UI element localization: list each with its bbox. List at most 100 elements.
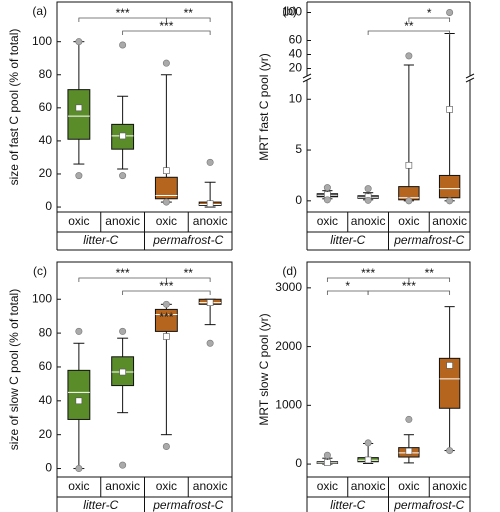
y-tick-label: 5 — [295, 142, 302, 156]
outlier — [119, 461, 127, 469]
mean — [119, 368, 126, 376]
x-tick-label: oxic — [317, 214, 338, 228]
significance-bracket — [122, 290, 211, 295]
significance-label: *** — [361, 266, 375, 280]
outlier — [323, 196, 331, 204]
group-label: permafrost-C — [393, 498, 464, 512]
panel-label: (c) — [33, 264, 47, 278]
box — [67, 369, 91, 420]
outlier — [119, 327, 127, 335]
y-tick-label: 20 — [39, 166, 53, 180]
outlier — [75, 172, 83, 180]
y-tick-label: 40 — [289, 47, 303, 61]
outlier — [323, 184, 331, 192]
y-tick-label: 40 — [39, 133, 53, 147]
x-tick-label: oxic — [156, 479, 177, 493]
mean — [163, 333, 170, 340]
x-tick-label: anoxic — [432, 479, 467, 493]
mean — [364, 456, 372, 464]
outlier — [364, 196, 372, 204]
significance-bracket — [165, 17, 211, 22]
x-tick-label: oxic — [398, 214, 419, 228]
significance-bracket — [367, 30, 451, 35]
x-tick-label: anoxic — [351, 214, 386, 228]
axis-break — [302, 77, 312, 83]
y-tick-label: 20 — [39, 427, 53, 441]
x-tick-label: anoxic — [351, 479, 386, 493]
y-axis-label: size of slow C pool (% of total) — [7, 289, 21, 450]
y-tick-label: 100 — [32, 291, 52, 305]
significance-bracket — [408, 17, 451, 22]
significance-label: ** — [425, 266, 435, 280]
panel-label: (b) — [282, 4, 297, 18]
outlier — [405, 197, 413, 205]
panel-label: (a) — [32, 4, 47, 18]
mean — [405, 161, 413, 169]
box — [438, 174, 461, 199]
y-tick-label: 0 — [45, 461, 52, 475]
group-label: litter-C — [83, 498, 118, 512]
outlier — [75, 38, 83, 46]
outlier — [119, 41, 127, 49]
significance-label: ** — [184, 6, 194, 20]
mean — [75, 397, 83, 405]
mean — [446, 106, 453, 113]
group-label: litter-C — [83, 233, 118, 247]
y-tick-label: 60 — [289, 33, 303, 47]
x-tick-label: oxic — [68, 479, 89, 493]
y-tick-label: 80 — [39, 67, 53, 81]
plot-frame — [56, 261, 233, 478]
mean — [446, 362, 453, 369]
significance-bracket — [165, 277, 211, 282]
x-tick-label: oxic — [398, 479, 419, 493]
x-tick-label: anoxic — [105, 479, 140, 493]
y-tick-label: 3000 — [275, 280, 302, 294]
mean — [163, 167, 170, 174]
x-tick-label: anoxic — [193, 214, 228, 228]
outlier — [162, 300, 170, 308]
significance-bracket — [367, 290, 451, 295]
mean — [206, 200, 214, 208]
outlier — [206, 339, 214, 347]
axis-break — [465, 77, 475, 83]
box — [67, 89, 91, 140]
outlier — [364, 185, 372, 193]
outlier — [446, 197, 454, 205]
mean — [119, 132, 126, 140]
group-label: litter-C — [330, 498, 365, 512]
significance-bracket — [122, 30, 211, 35]
outlier — [75, 465, 83, 473]
outlier — [206, 158, 214, 166]
outlier — [446, 447, 454, 455]
y-tick-label: 20 — [289, 61, 303, 75]
y-tick-label: 60 — [39, 359, 53, 373]
mean — [324, 459, 331, 466]
group-label: permafrost-C — [152, 233, 223, 247]
significance-bracket — [408, 277, 451, 282]
y-tick-label: 80 — [39, 325, 53, 339]
axis-break — [302, 73, 312, 79]
significance-label: *** — [159, 279, 173, 293]
x-tick-label: oxic — [68, 214, 89, 228]
significance-label: ** — [184, 266, 194, 280]
axis-break — [465, 73, 475, 79]
x-tick-label: oxic — [156, 214, 177, 228]
y-tick-label: 10 — [289, 91, 303, 105]
significance-label: *** — [159, 19, 173, 33]
significance-label: * — [345, 279, 350, 293]
mean — [405, 447, 413, 455]
y-tick-label: 0 — [45, 199, 52, 213]
y-tick-label: 40 — [39, 393, 53, 407]
group-label: litter-C — [330, 233, 365, 247]
group-label: permafrost-C — [152, 498, 223, 512]
panel-label: (d) — [282, 264, 297, 278]
outlier — [119, 172, 127, 180]
x-tick-label: anoxic — [193, 479, 228, 493]
y-tick-label: 100 — [32, 34, 52, 48]
y-axis-label: MRT slow C pool (yr) — [257, 313, 271, 425]
significance-label: *** — [116, 266, 130, 280]
y-tick-label: 1000 — [275, 398, 302, 412]
outlier — [323, 451, 331, 459]
outlier — [364, 439, 372, 447]
